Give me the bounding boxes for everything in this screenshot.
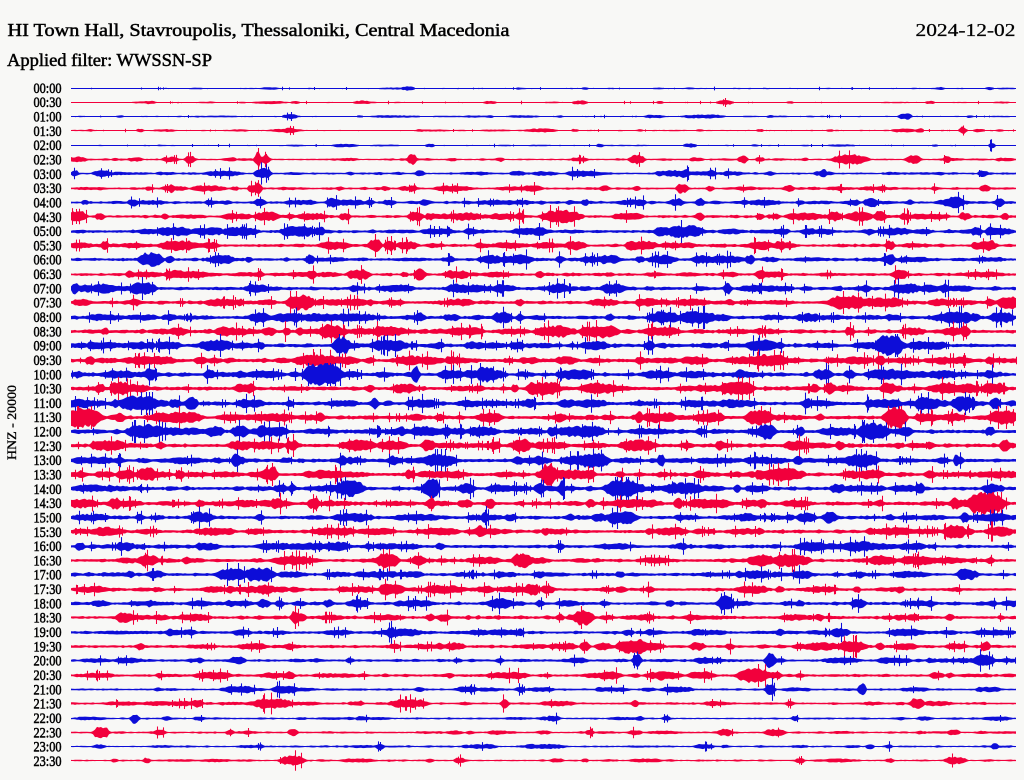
svg-text:05:00: 05:00: [34, 224, 62, 240]
svg-text:15:00: 15:00: [34, 511, 62, 527]
svg-text:02:30: 02:30: [34, 153, 62, 169]
svg-text:21:00: 21:00: [34, 682, 62, 698]
svg-text:04:00: 04:00: [34, 196, 62, 212]
svg-text:07:30: 07:30: [34, 296, 62, 312]
svg-text:HNZ - 20000: HNZ - 20000: [4, 385, 19, 460]
svg-text:03:30: 03:30: [34, 181, 62, 197]
svg-text:01:30: 01:30: [34, 124, 62, 140]
svg-text:16:00: 16:00: [34, 539, 62, 555]
svg-text:09:00: 09:00: [34, 339, 62, 355]
svg-text:22:30: 22:30: [34, 725, 62, 741]
svg-text:12:00: 12:00: [34, 425, 62, 441]
svg-text:20:00: 20:00: [34, 654, 62, 670]
svg-text:06:00: 06:00: [34, 253, 62, 269]
svg-text:02:00: 02:00: [34, 138, 62, 154]
svg-text:Applied filter: WWSSN-SP: Applied filter: WWSSN-SP: [7, 50, 212, 70]
svg-text:12:30: 12:30: [34, 439, 62, 455]
svg-text:HI Town Hall, Stavroupolis, Th: HI Town Hall, Stavroupolis, Thessaloniki…: [8, 20, 510, 40]
svg-text:18:00: 18:00: [34, 596, 62, 612]
svg-text:13:00: 13:00: [34, 453, 62, 469]
svg-text:11:00: 11:00: [34, 396, 62, 412]
svg-text:17:00: 17:00: [34, 568, 62, 584]
svg-text:22:00: 22:00: [34, 711, 62, 727]
svg-text:03:00: 03:00: [34, 167, 62, 183]
svg-text:2024-12-02: 2024-12-02: [916, 20, 1016, 40]
svg-text:13:30: 13:30: [34, 468, 62, 484]
svg-text:23:00: 23:00: [34, 740, 62, 756]
svg-text:19:00: 19:00: [34, 625, 62, 641]
svg-text:23:30: 23:30: [34, 754, 62, 770]
svg-text:19:30: 19:30: [34, 639, 62, 655]
svg-text:14:30: 14:30: [34, 496, 62, 512]
svg-text:04:30: 04:30: [34, 210, 62, 226]
svg-text:10:30: 10:30: [34, 382, 62, 398]
svg-text:09:30: 09:30: [34, 353, 62, 369]
svg-text:18:30: 18:30: [34, 611, 62, 627]
svg-text:07:00: 07:00: [34, 281, 62, 297]
svg-text:10:00: 10:00: [34, 367, 62, 383]
svg-text:15:30: 15:30: [34, 525, 62, 541]
svg-text:00:00: 00:00: [34, 81, 62, 97]
svg-text:06:30: 06:30: [34, 267, 62, 283]
svg-text:05:30: 05:30: [34, 238, 62, 254]
svg-text:00:30: 00:30: [34, 95, 62, 111]
svg-text:08:30: 08:30: [34, 324, 62, 340]
svg-text:11:30: 11:30: [34, 410, 62, 426]
svg-text:20:30: 20:30: [34, 668, 62, 684]
svg-text:17:30: 17:30: [34, 582, 62, 598]
svg-text:14:00: 14:00: [34, 482, 62, 498]
svg-text:08:00: 08:00: [34, 310, 62, 326]
svg-text:01:00: 01:00: [34, 110, 62, 126]
svg-text:16:30: 16:30: [34, 553, 62, 569]
svg-text:21:30: 21:30: [34, 697, 62, 713]
